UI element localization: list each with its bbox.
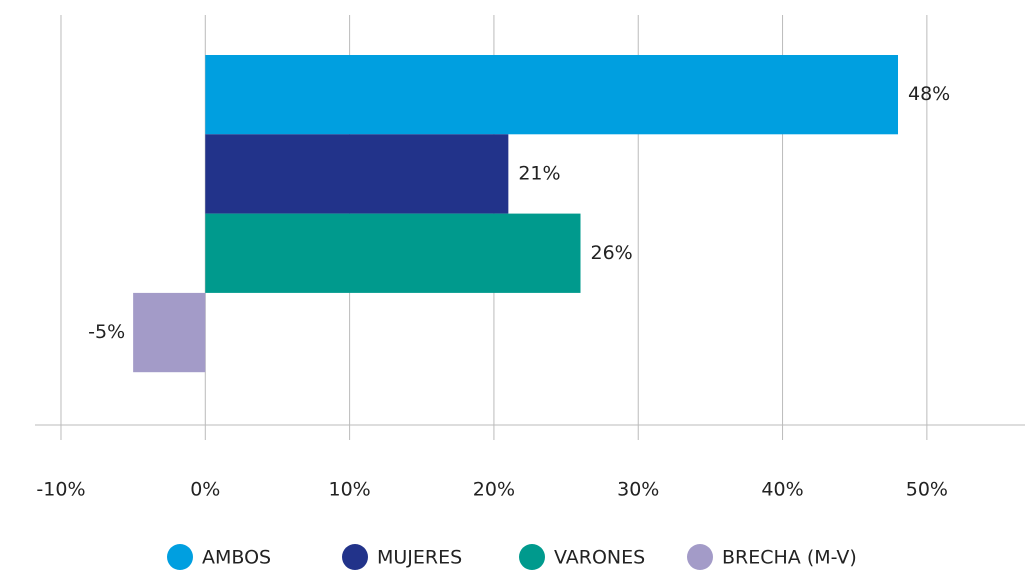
x-tick-label: 20% <box>473 479 515 501</box>
data-label: -5% <box>88 321 125 343</box>
legend-label: AMBOS <box>202 547 271 569</box>
bar <box>205 134 509 214</box>
x-tick-label: 30% <box>617 479 659 501</box>
x-tick-label: 50% <box>906 479 948 501</box>
legend-label: MUJERES <box>377 547 462 569</box>
data-label: 26% <box>591 242 633 264</box>
legend-marker <box>167 544 193 570</box>
legend-marker <box>687 544 713 570</box>
data-label: 21% <box>518 162 560 184</box>
bar <box>205 213 581 293</box>
legend-marker <box>342 544 368 570</box>
bar <box>205 55 899 135</box>
x-tick-label: -10% <box>36 479 85 501</box>
x-tick-label: 10% <box>328 479 370 501</box>
legend-label: BRECHA (M-V) <box>722 547 857 569</box>
x-tick-label: 0% <box>190 479 220 501</box>
legend-label: VARONES <box>554 547 645 569</box>
bar <box>133 292 206 373</box>
x-tick-label: 40% <box>761 479 803 501</box>
data-label: 48% <box>908 83 950 105</box>
legend-marker <box>519 544 545 570</box>
